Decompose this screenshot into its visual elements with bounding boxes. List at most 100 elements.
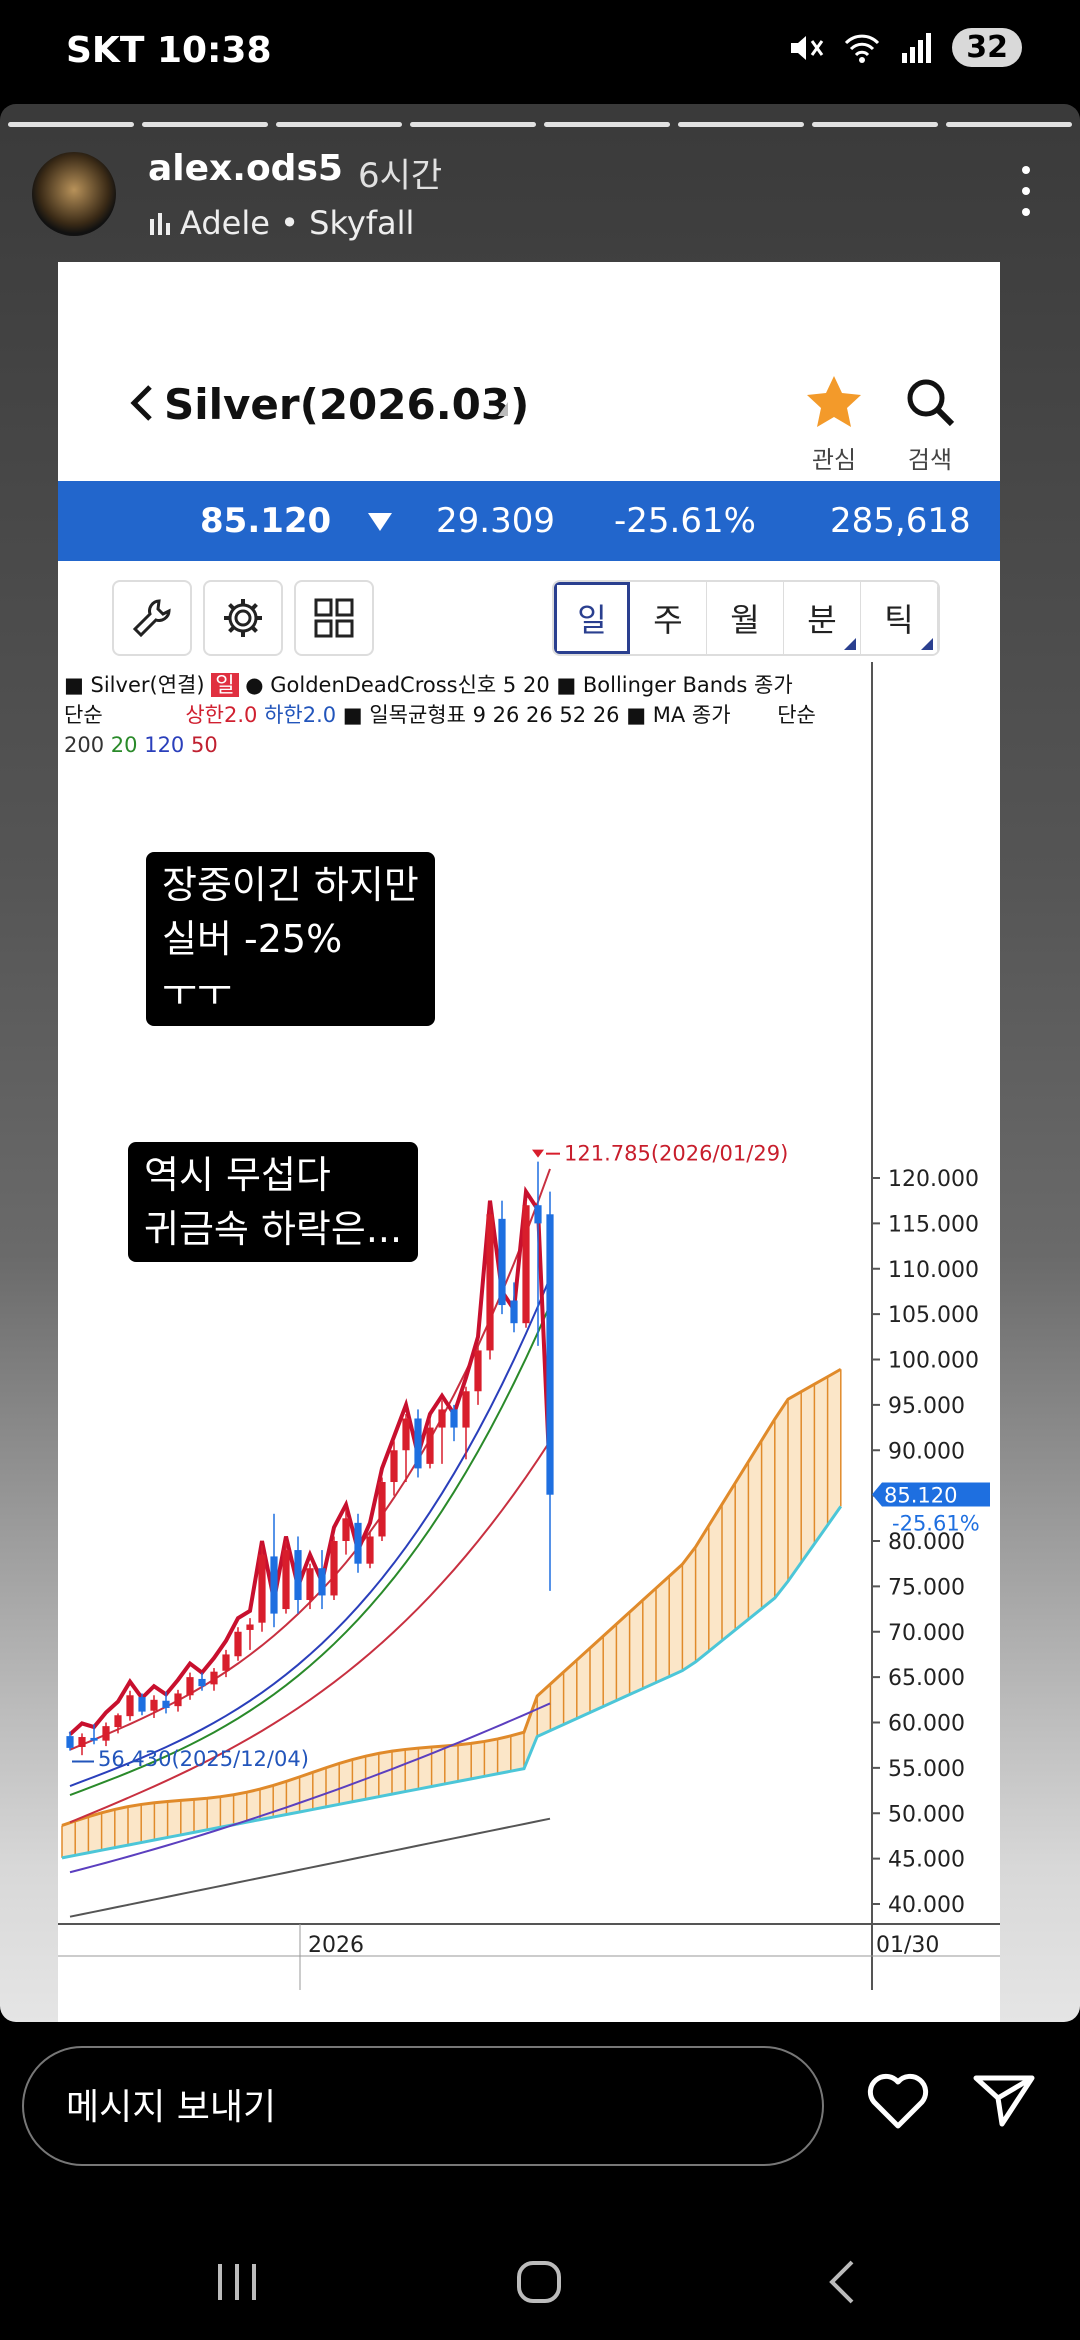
search-icon: [907, 379, 955, 427]
candle-body: [306, 1568, 314, 1600]
period-tab[interactable]: 분: [784, 582, 861, 654]
candle-body: [162, 1700, 170, 1708]
candle-body: [174, 1693, 182, 1707]
quote-percent: -25.61%: [614, 501, 756, 541]
legend-ma-20: 20: [110, 733, 138, 757]
candle-body: [366, 1536, 374, 1564]
legend-simple: 단순: [64, 703, 103, 727]
settings-button[interactable]: [203, 580, 283, 656]
legend-period-tag: 일: [211, 673, 239, 697]
quote-volume: 285,618: [830, 501, 971, 541]
legend-ma-120: 120: [144, 733, 185, 757]
story-music[interactable]: Adele • Skyfall: [148, 204, 414, 242]
heart-icon[interactable]: [866, 2072, 930, 2130]
period-tab[interactable]: 주: [630, 582, 707, 654]
story-viewer[interactable]: alex.ods5 6시간 Adele • Skyfall Silver(202…: [0, 104, 1080, 2022]
candle-body: [498, 1218, 506, 1306]
overlay-1-line-3: ㅜㅜ: [162, 971, 232, 1015]
current-price-tag: [872, 1482, 990, 1507]
period-tab[interactable]: 월: [707, 582, 784, 654]
y-tick-label: 80.000: [888, 1530, 965, 1555]
candle-body: [150, 1699, 158, 1711]
ma-20-line: [69, 1304, 551, 1797]
legend-upper-band: 상한2.0: [185, 703, 258, 727]
legend-indicators: ● GoldenDeadCross신호 5 20 ■ Bollinger Ban…: [245, 673, 793, 697]
candle-body: [546, 1214, 554, 1495]
candle-body: [510, 1300, 518, 1324]
avatar[interactable]: [32, 152, 116, 236]
home-icon[interactable]: [514, 2260, 564, 2304]
candle-body: [426, 1427, 434, 1464]
send-icon[interactable]: [972, 2072, 1036, 2130]
progress-segment: [8, 122, 134, 127]
overlay-2-line-2: 귀금속 하락은...: [144, 1207, 403, 1251]
candle-body: [486, 1214, 494, 1351]
period-tab[interactable]: 일: [554, 582, 630, 654]
candle-body: [462, 1391, 470, 1428]
favorite-button[interactable]: 관심: [794, 374, 874, 475]
y-tick-label: 90.000: [888, 1439, 965, 1464]
candle-body: [114, 1715, 122, 1728]
star-icon: [807, 376, 861, 427]
system-nav-bar: [0, 2220, 1080, 2340]
y-tick-label: 120.000: [888, 1167, 979, 1192]
ichimoku-span-b: [61, 1505, 843, 1860]
candle-body: [270, 1556, 278, 1614]
candle-body: [258, 1554, 266, 1623]
progress-segment: [678, 122, 804, 127]
candle-body: [390, 1450, 398, 1483]
candle-body: [402, 1418, 410, 1451]
y-tick-label: 75.000: [888, 1575, 965, 1600]
dropdown-triangle-icon[interactable]: [498, 402, 508, 416]
y-tick-label: 115.000: [888, 1212, 979, 1237]
candle-body: [138, 1697, 146, 1712]
price-chart[interactable]: 120.000 115.000 110.000 105.000 100.000 95.00…: [58, 662, 1000, 2022]
overlay-2-line-1: 역시 무섭다: [144, 1153, 331, 1197]
status-bar: SKT 10:38 32: [0, 0, 1080, 100]
chart-title[interactable]: Silver(2026.03): [128, 380, 529, 429]
progress-segment: [946, 122, 1072, 127]
quote-bar: 85.120 29.309 -25.61% 285,618: [58, 481, 1000, 561]
candle-body: [318, 1568, 326, 1596]
back-chevron-icon[interactable]: [128, 383, 158, 423]
candle-body: [342, 1518, 350, 1541]
x-axis-right-label: 01/30: [876, 1933, 939, 1958]
y-tick-label: 50.000: [888, 1802, 965, 1827]
period-tab[interactable]: 틱: [861, 582, 938, 654]
quote-price: 85.120: [200, 501, 332, 541]
candle-body: [126, 1695, 134, 1717]
legend-ichimoku: ■ 일목균형표 9 26 26 52 26 ■ MA 종가: [342, 703, 731, 727]
overlay-1-line-1: 장중이긴 하지만: [162, 863, 419, 907]
search-label: 검색: [907, 446, 953, 474]
legend-silver: ■ Silver(연결): [64, 673, 205, 697]
candle-body: [330, 1541, 338, 1596]
message-input[interactable]: [64, 2078, 768, 2136]
search-button[interactable]: 검색: [890, 374, 970, 475]
y-tick-label: 45.000: [888, 1848, 965, 1873]
legend-lower-band: 하한2.0: [264, 703, 337, 727]
current-price-label: 85.120: [884, 1484, 957, 1508]
x-axis-label: 2026: [308, 1933, 364, 1958]
music-bars-icon: [150, 213, 170, 235]
message-composer[interactable]: [22, 2046, 824, 2166]
y-tick-label: 55.000: [888, 1757, 965, 1782]
status-icons: 32: [788, 28, 1022, 67]
overlay-1-line-2: 실버 -25%: [162, 917, 343, 961]
ma-50-line: [69, 1277, 551, 1787]
tools-button[interactable]: [112, 580, 192, 656]
story-username[interactable]: alex.ods5: [148, 148, 343, 189]
progress-segment: [544, 122, 670, 127]
candle-body: [222, 1654, 230, 1671]
gear-icon: [224, 599, 262, 637]
candle-body: [198, 1678, 206, 1687]
back-icon[interactable]: [818, 2260, 868, 2304]
recent-apps-icon[interactable]: [212, 2260, 262, 2304]
progress-segment: [142, 122, 268, 127]
more-options-icon[interactable]: [1022, 166, 1030, 216]
status-carrier-time: SKT 10:38: [66, 30, 272, 71]
layout-button[interactable]: [294, 580, 374, 656]
y-tick-label: 100.000: [888, 1349, 979, 1374]
bollinger-upper-line: [68, 1185, 552, 1736]
